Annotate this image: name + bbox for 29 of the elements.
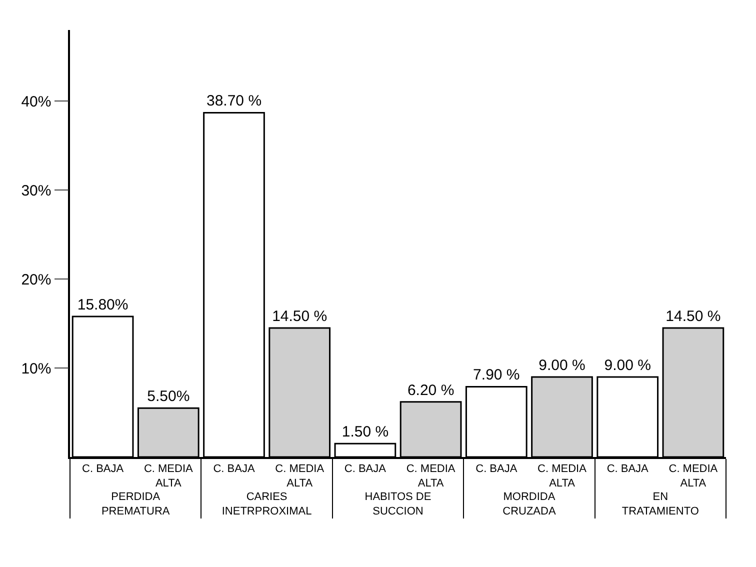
series-label: C. BAJA — [82, 462, 124, 475]
x-tick-label: EN TRATAMIENTO — [622, 491, 700, 518]
x-tick-label: CARIES INETRPROXIMAL — [222, 491, 312, 518]
x-tick-label: MORDIDA CRUZADA — [502, 491, 556, 518]
y-tick-label: 40% — [21, 93, 52, 110]
data-label: 6.20 % — [407, 382, 454, 399]
data-label: 9.00 % — [604, 356, 651, 374]
text: C. BAJA — [476, 462, 518, 475]
data-label: 14.50 % — [272, 308, 328, 326]
data-label: 15.80% — [77, 296, 128, 314]
text: C. BAJA — [606, 462, 648, 475]
text: C. BAJA — [213, 462, 255, 475]
data-label: 5.50% — [147, 388, 190, 406]
y-tick-label: 20% — [21, 271, 52, 288]
text: C. MEDIA ALTA — [406, 462, 456, 490]
data-label: 9.00 % — [538, 356, 586, 374]
data-label: 38.70 % — [206, 92, 262, 110]
y-tick-label: 30% — [21, 182, 52, 200]
data-label: 14.50 % — [666, 308, 721, 326]
x-tick-label: PERDIDA PREMATURA — [101, 491, 170, 518]
x-tick-label: HABITOS DE SUCCION — [364, 491, 432, 518]
text: C. BAJA — [344, 462, 386, 475]
series-label: C. MEDIA ALTA — [144, 462, 194, 490]
data-label: 7.90 % — [473, 366, 520, 384]
data-label: 1.50 % — [342, 424, 389, 441]
text: C. MEDIA ALTA — [538, 462, 586, 490]
text: C. MEDIA ALTA — [275, 462, 324, 490]
y-tick-label: 10% — [21, 360, 52, 378]
text: C. MEDIA ALTA — [668, 462, 718, 490]
